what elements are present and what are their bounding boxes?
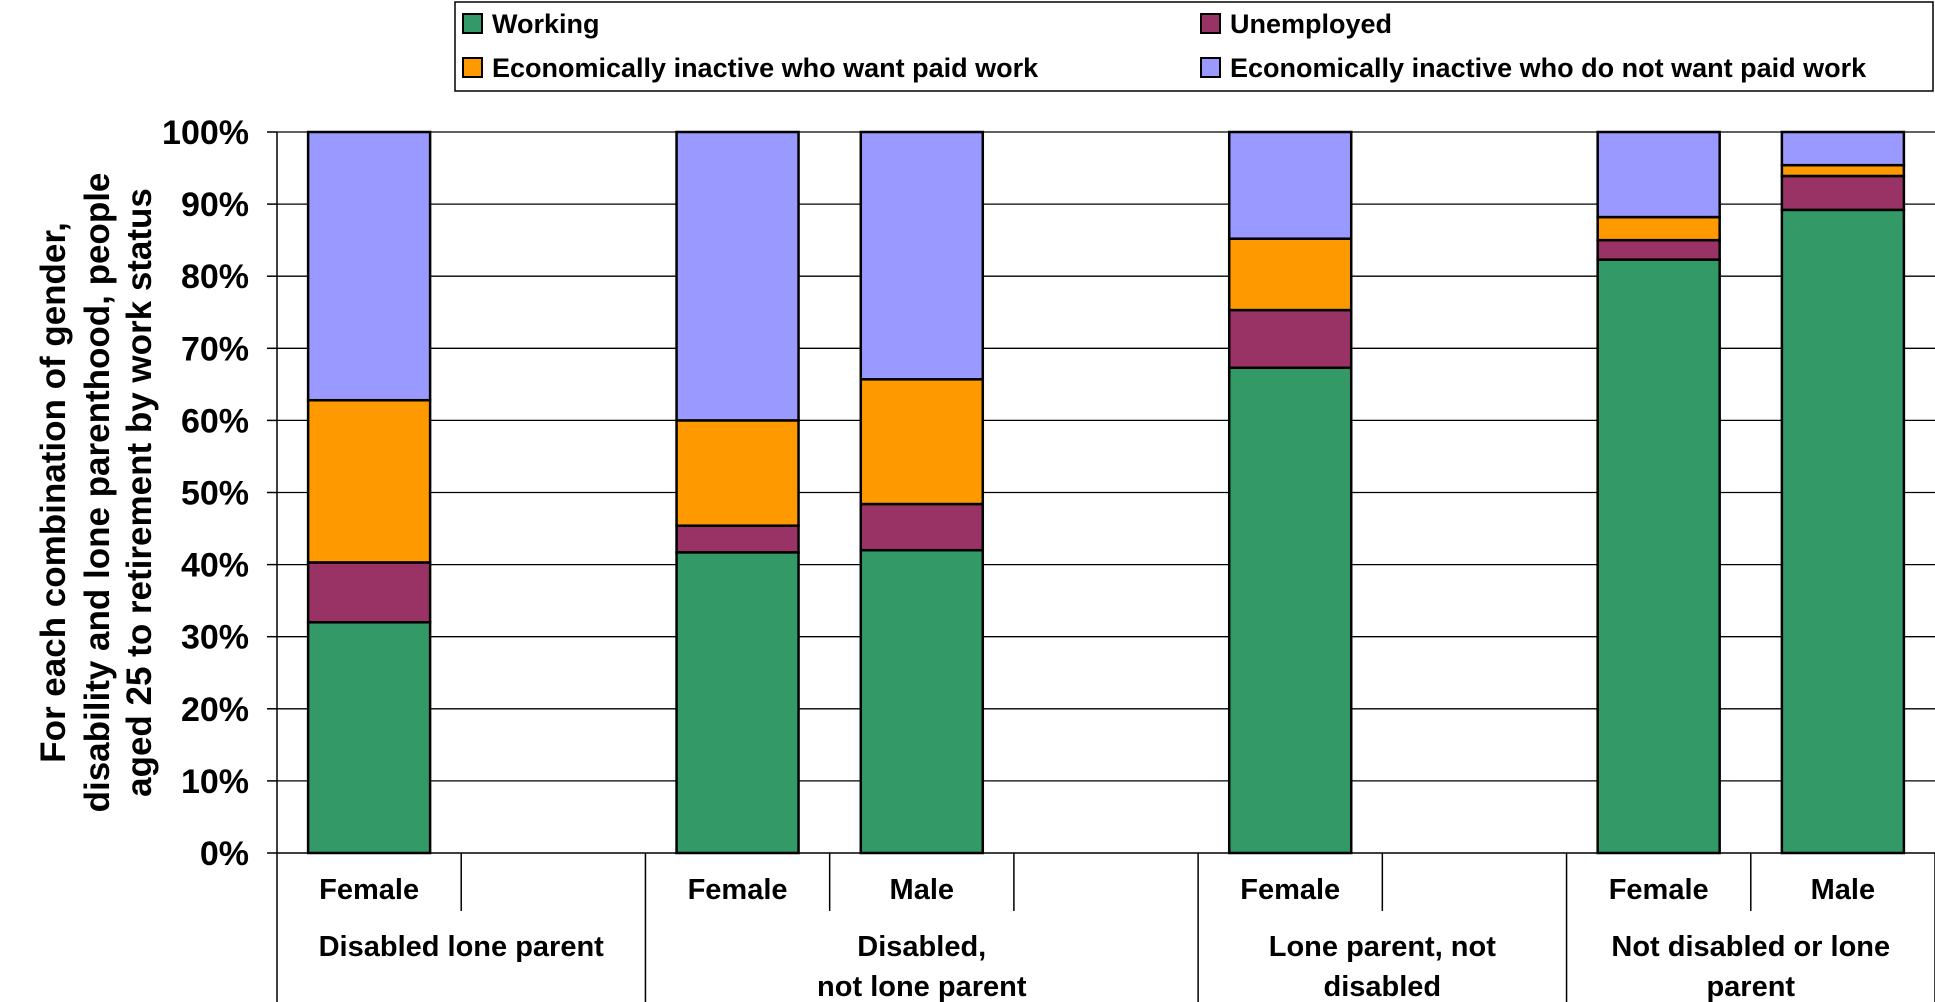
legend-swatch: [1200, 57, 1221, 78]
bar-segment-economically-inactive-who-do-not-want-paid-work: [1780, 130, 1906, 167]
x-category-label: Female: [688, 874, 788, 906]
legend-swatch: [462, 57, 483, 78]
y-axis-title-line: aged 25 to retirement by work status: [120, 188, 159, 797]
bar-segment-unemployed: [1596, 238, 1721, 261]
bar-segment-working: [1780, 208, 1906, 855]
x-group-label: Not disabled or lone: [1611, 931, 1890, 963]
legend-swatch: [1200, 13, 1221, 34]
bar-segment-economically-inactive-who-want-paid-work: [1780, 163, 1906, 178]
y-axis-title-line: disability and lone parenthood, people: [78, 173, 117, 813]
y-tick-label: 10%: [181, 763, 249, 801]
legend-box: [454, 1, 1934, 92]
x-group-label: Disabled,: [857, 931, 986, 963]
legend-label: Economically inactive who do not want pa…: [1230, 53, 1867, 83]
x-group-label: parent: [1706, 971, 1795, 1002]
bar-segment-unemployed: [859, 502, 985, 552]
bars: [306, 130, 1906, 855]
bar-segment-working: [859, 548, 985, 855]
y-tick-label: 0%: [200, 835, 249, 873]
legend-swatch: [462, 13, 483, 34]
bar-segment-economically-inactive-who-want-paid-work: [1596, 215, 1721, 242]
x-category-label: Male: [890, 874, 954, 906]
y-axis-title: For each combination of gender, disabilit…: [34, 173, 159, 813]
bar-segment-unemployed: [1227, 308, 1353, 370]
y-tick-label: 100%: [162, 114, 249, 152]
legend-label: Working: [492, 9, 600, 39]
x-category-labels: Female Female Male Female Female Male Disabled…: [319, 874, 1891, 1002]
legend-label: Economically inactive who want paid work: [492, 53, 1039, 83]
x-group-label: Lone parent, not: [1269, 931, 1497, 963]
y-axis-title-line: For each combination of gender,: [34, 222, 73, 763]
x-group-label: not lone parent: [817, 971, 1027, 1002]
bar-segment-economically-inactive-who-want-paid-work: [675, 419, 800, 527]
bar-segment-working: [675, 551, 800, 855]
y-tick-label: 90%: [181, 186, 249, 224]
y-tick-label: 50%: [181, 475, 249, 513]
bar-segment-economically-inactive-who-do-not-want-paid-work: [1227, 130, 1353, 240]
x-category-label: Female: [1609, 874, 1709, 906]
y-tick-label: 60%: [181, 402, 249, 440]
y-tick-label: 20%: [181, 691, 249, 729]
bar-segment-economically-inactive-who-want-paid-work: [306, 398, 432, 564]
y-tick-label: 70%: [181, 330, 249, 368]
bar-segment-economically-inactive-who-do-not-want-paid-work: [675, 130, 800, 422]
x-category-label: Female: [1240, 874, 1340, 906]
x-group-label: Disabled lone parent: [319, 931, 605, 963]
y-tick-label: 40%: [181, 547, 249, 585]
bar-segment-economically-inactive-who-do-not-want-paid-work: [859, 130, 985, 381]
axes: [267, 131, 1935, 1002]
bar-segment-economically-inactive-who-do-not-want-paid-work: [1596, 130, 1721, 219]
bar-segment-economically-inactive-who-do-not-want-paid-work: [306, 130, 432, 402]
bar-segment-working: [1227, 366, 1353, 855]
y-axis-title: For each combination of gender, disabilit…: [34, 173, 159, 813]
y-tick-label: 80%: [181, 258, 249, 296]
bar-segment-working: [1596, 258, 1721, 855]
x-category-label: Male: [1811, 874, 1875, 906]
legend-label: Unemployed: [1230, 9, 1392, 39]
bar-segment-economically-inactive-who-want-paid-work: [1227, 237, 1353, 312]
x-category-label: Female: [319, 874, 419, 906]
y-tick-labels: 0% 10% 20% 30% 40% 50% 60% 70% 80% 90% 100%: [162, 114, 249, 873]
x-group-label: disabled: [1324, 971, 1442, 1002]
legend: Working Unemployed Economically inactive w…: [454, 1, 1934, 92]
bar-segment-unemployed: [1780, 174, 1906, 212]
bar-segment-unemployed: [306, 561, 432, 624]
y-tick-label: 30%: [181, 619, 249, 657]
bar-segment-unemployed: [675, 524, 800, 554]
bar-segment-working: [306, 621, 432, 855]
bar-segment-economically-inactive-who-want-paid-work: [859, 378, 985, 506]
